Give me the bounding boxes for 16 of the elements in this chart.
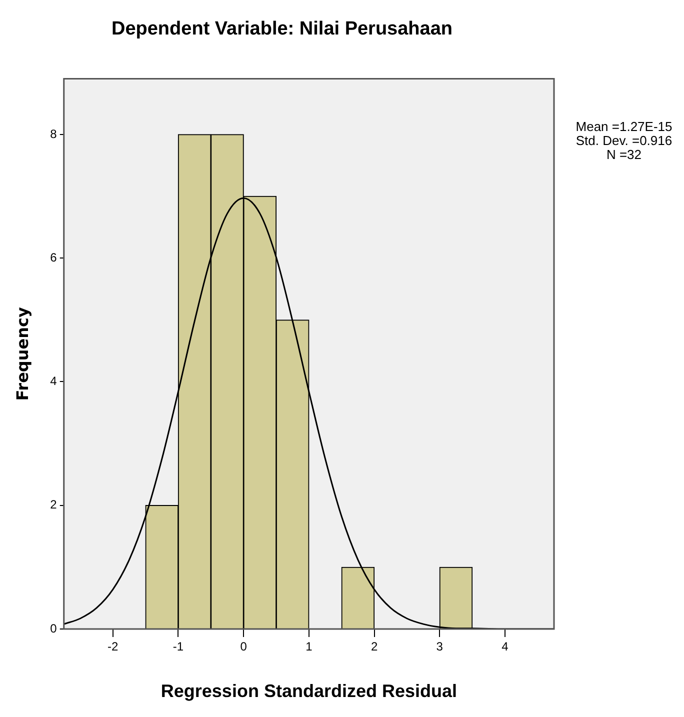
y-tick-label: 6 [50, 250, 58, 264]
y-tick-label: 4 [50, 374, 58, 388]
y-axis-title: Frequency [12, 306, 32, 401]
y-tick-label: 2 [50, 498, 58, 512]
x-tick-label: -2 [108, 640, 119, 654]
x-tick-label: 1 [306, 640, 313, 654]
x-tick-label: 2 [370, 640, 378, 654]
y-tick-label: 0 [50, 621, 58, 636]
x-tick-label: 4 [502, 640, 509, 654]
chart-title: Dependent Variable: Nilai Perusahaan [111, 18, 453, 40]
x-tick-label: -1 [172, 640, 184, 654]
text: Mean =1.27E-15 Std. Dev. =0.916 N =32 [576, 118, 672, 162]
x-tick-label: 0 [240, 640, 248, 654]
x-tick-label: 3 [436, 640, 444, 654]
y-tick-label: 8 [50, 126, 58, 141]
x-axis-title: Regression Standardized Residual [160, 681, 457, 702]
